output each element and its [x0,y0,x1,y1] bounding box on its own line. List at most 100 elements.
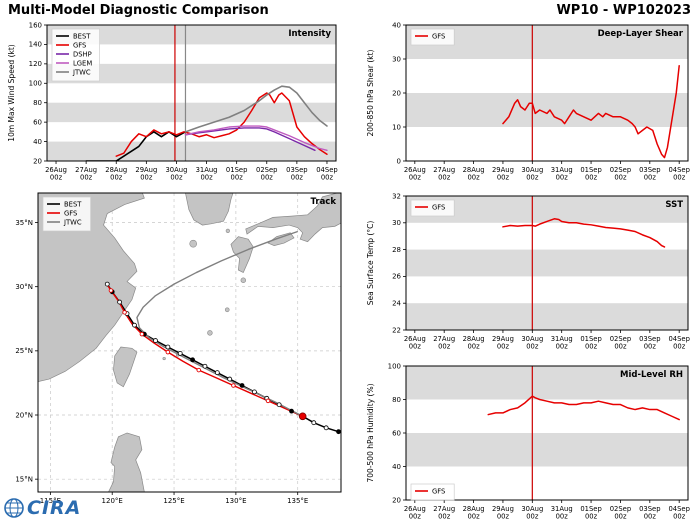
rh-panel-title: Mid-Level RH [620,370,683,380]
intensity-series-dshp [184,127,316,152]
globe-icon [4,498,24,518]
legend-label-gfs: GFS [432,32,445,40]
best-position-marker [190,357,195,363]
legend-label-best: BEST [73,32,91,40]
best-position-marker [153,338,158,343]
legend-box [410,199,455,217]
legend-box [410,483,455,501]
lon-tick-label: 115°E [40,497,61,505]
y-tick-label: 20 [392,89,401,97]
best-position-marker [323,425,329,431]
legend-box [410,28,455,46]
gfs-position-marker [139,331,145,337]
y-tick-label: 24 [392,300,401,308]
x-tick-label: 31Aug 00z [551,335,573,351]
track-line-gfs [105,282,303,417]
island [162,356,166,361]
shear-panel-title: Deep-Layer Shear [598,29,684,39]
legend-label-best: BEST [64,200,82,208]
y-tick-label: 10 [392,123,401,131]
track-panel-title: Track [311,197,337,207]
x-tick-label: 03Sep 00z [639,505,660,521]
x-tick-label: 04Sep 00z [668,166,689,182]
x-tick-label: 27Aug 00z [433,335,455,351]
rh-panel: 20 40 60 80 100 26Aug 00z 27Aug 00z 28Aug 00z 29Aug… [366,362,690,520]
lat-tick-label: 20°N [15,411,33,419]
y-tick-label: 120 [29,60,42,68]
sst-panel-title: SST [665,200,683,210]
shaded-band [406,249,688,277]
best-position-marker [252,389,257,395]
lon-tick-label: 120°E [102,497,123,505]
legend-label-dshp: DSHP [73,50,92,58]
x-tick-label: 01Sep 00z [580,505,601,521]
x-tick-label: 27Aug 00z [75,166,97,182]
y-tick-label: 140 [29,41,42,49]
intensity-axis-title: 10m Max Wind Speed (kt) [7,44,16,141]
shear-panel: 0 10 20 30 40 26Aug 00z 27Aug 00z 28Aug 00z 29Aug 00… [366,21,690,181]
best-position-marker [117,299,123,305]
page-title: Multi-Model Diagnostic Comparison [8,3,269,18]
y-tick-label: 22 [392,326,401,334]
island [224,307,230,313]
storm-id: WP10 - WP102023 [556,3,691,18]
y-tick-label: 80 [33,99,42,107]
legend-label-lgem: LGEM [73,59,92,67]
gfs-position-marker [165,349,171,355]
legend-label-jtwc: JTWC [63,218,82,226]
shaded-band [406,366,688,400]
gfs-position-marker [231,383,236,388]
landmass [230,236,254,274]
y-tick-label: 60 [33,118,42,126]
y-tick-label: 20 [392,496,401,504]
x-tick-label: 02Sep 00z [610,505,631,521]
shear-series-gfs [502,65,680,159]
x-tick-label: 02Sep 00z [610,335,631,351]
x-tick-label: 31Aug 00z [196,166,218,182]
sst-axis-title: Sea Surface Temp (°C) [366,221,375,306]
x-tick-label: 04Sep 00z [668,505,689,521]
y-tick-label: 20 [33,157,42,165]
best-position-marker [104,281,110,287]
lon-tick-label: 130°E [225,497,246,505]
y-tick-label: 100 [29,80,42,88]
best-position-marker [336,429,341,435]
rh-series-gfs [487,395,680,421]
y-tick-label: 40 [392,21,401,29]
legend-label-gfs: GFS [73,41,86,49]
intensity-series-lgem [184,125,328,152]
sst-panel: 22 24 26 28 30 32 26Aug 00z 27Aug 00z 28Aug 00z 29Au… [366,192,690,350]
lat-tick-label: 35°N [15,219,33,227]
landmass [108,432,145,492]
x-tick-label: 29Aug 00z [135,166,157,182]
x-tick-label: 02Sep 00z [610,166,631,182]
lat-tick-label: 15°N [15,475,33,483]
x-tick-label: 27Aug 00z [433,505,455,521]
x-tick-label: 28Aug 00z [463,166,485,182]
y-tick-label: 26 [392,273,401,281]
shaded-band [406,93,688,127]
shaded-band [406,433,688,467]
x-tick-label: 29Aug 00z [492,335,514,351]
rh-axis-title: 700-500 hPa Humidity (%) [366,383,375,482]
shaded-band [406,303,688,330]
x-tick-label: 03Sep 00z [639,335,660,351]
gfs-position-marker [196,367,202,373]
cira-logo-text: CIRA [27,497,82,519]
best-position-marker [214,370,220,376]
x-tick-label: 03Sep 00z [639,166,660,182]
y-tick-label: 28 [392,246,401,254]
y-tick-label: 40 [33,138,42,146]
island [207,330,213,336]
x-tick-label: 03Sep 00z [286,166,307,182]
intensity-panel: 20 40 60 80 100 120 140 160 26Aug 00z 27Aug 00z 28Au… [7,21,338,181]
y-tick-label: 30 [392,55,401,63]
shaded-band [47,25,336,45]
landmass [245,193,341,243]
intensity-series-jtwc [184,85,328,133]
legend-label-jtwc: JTWC [72,68,91,76]
x-tick-label: 04Sep 00z [668,335,689,351]
x-tick-label: 29Aug 00z [492,166,514,182]
track-map-panel: 115°E 120°E 125°E 130°E 135°E 15°N 20°N 25°N 30°… [15,192,342,505]
